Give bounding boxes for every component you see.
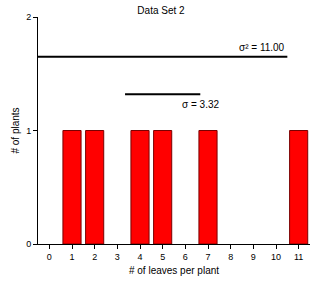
svg-text:11: 11 [294, 252, 303, 262]
svg-text:5: 5 [160, 252, 165, 262]
svg-text:0: 0 [47, 252, 52, 262]
svg-text:4: 4 [137, 252, 142, 262]
svg-text:1: 1 [26, 126, 31, 136]
svg-text:10: 10 [271, 252, 281, 262]
svg-text:# of plants: # of plants [10, 107, 21, 153]
svg-text:1: 1 [69, 252, 74, 262]
svg-text:8: 8 [228, 252, 233, 262]
svg-text:σ = 3.32: σ = 3.32 [182, 99, 219, 110]
svg-text:6: 6 [183, 252, 188, 262]
svg-text:2: 2 [92, 252, 97, 262]
svg-text:9: 9 [251, 252, 256, 262]
svg-text:7: 7 [205, 252, 210, 262]
svg-text:0: 0 [26, 239, 31, 249]
svg-text:3: 3 [115, 252, 120, 262]
svg-text:Data Set 2: Data Set 2 [137, 5, 185, 16]
svg-text:σ² = 11.00: σ² = 11.00 [239, 42, 285, 53]
svg-text:2: 2 [26, 12, 31, 22]
svg-text:# of leaves per plant: # of leaves per plant [129, 265, 219, 276]
